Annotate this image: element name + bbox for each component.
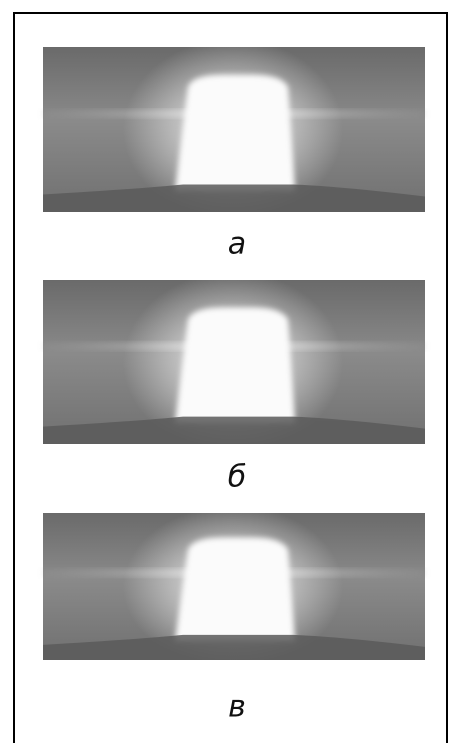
panel-label: б xyxy=(228,460,247,495)
photo xyxy=(43,272,425,452)
photo xyxy=(43,39,425,221)
arc xyxy=(175,537,295,640)
figure: а б в xyxy=(0,0,453,743)
arc xyxy=(175,308,295,423)
panel-label: а xyxy=(228,227,246,262)
page: а б в xyxy=(0,0,453,743)
panel-label: в xyxy=(228,690,246,725)
arc xyxy=(175,75,295,191)
photo xyxy=(43,506,425,668)
